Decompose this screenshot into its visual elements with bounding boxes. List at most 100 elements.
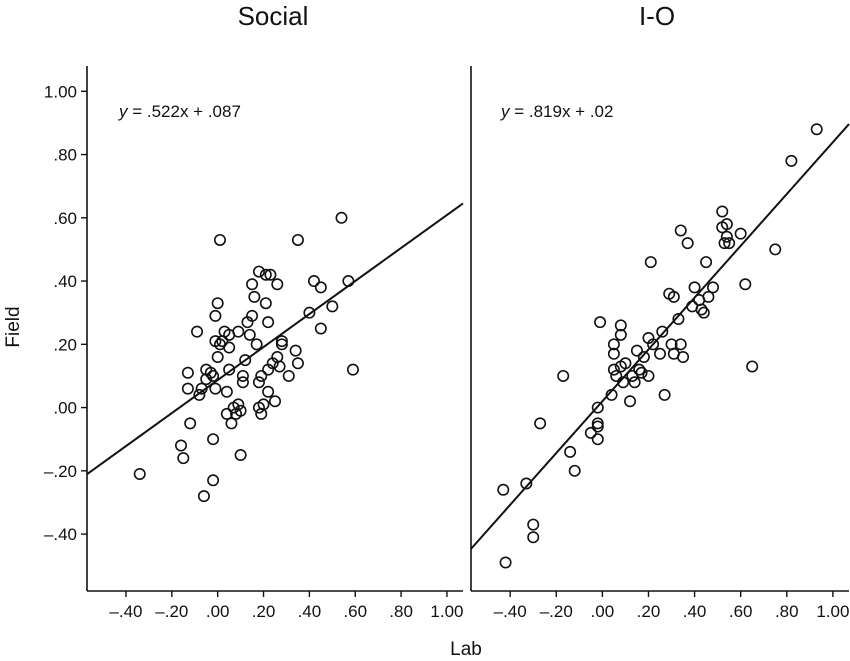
data-point (223, 363, 236, 376)
data-point (695, 303, 708, 316)
panel-social: Social y = .522x + .087 –.40 –.20 .00 .20 .4… (44, 1, 464, 621)
equation-body: = .819x + .02 (510, 102, 614, 121)
x-tick-label: –.20 (540, 602, 573, 621)
data-point (564, 445, 577, 458)
data-point (746, 360, 759, 373)
panel-title-social: Social (238, 1, 309, 31)
data-point (133, 467, 146, 480)
data-point (346, 363, 359, 376)
data-point (209, 382, 222, 395)
data-point (259, 268, 272, 281)
data-point (282, 369, 295, 382)
data-point (644, 256, 657, 269)
data-point (175, 439, 188, 452)
x-tick-label: .80 (389, 602, 413, 621)
equation-body: = .522x + .087 (128, 102, 241, 121)
data-point (246, 309, 259, 322)
data-point (630, 344, 643, 357)
x-tick-label: .60 (343, 602, 367, 621)
data-point (658, 388, 671, 401)
data-point (653, 347, 666, 360)
x-tick-label: .40 (683, 602, 707, 621)
data-point (527, 531, 540, 544)
data-point (220, 407, 233, 420)
regression-line (86, 202, 464, 475)
data-point (246, 278, 259, 291)
data-point (291, 233, 304, 246)
data-point (594, 316, 607, 329)
data-point (633, 363, 646, 376)
data-point (534, 417, 547, 430)
data-point (191, 325, 204, 338)
data-point (232, 398, 245, 411)
data-point (273, 360, 286, 373)
data-point (700, 256, 713, 269)
data-point (568, 464, 581, 477)
x-tick-label: .20 (252, 602, 276, 621)
data-point (307, 275, 320, 288)
data-point (720, 218, 733, 231)
x-axis-label: Lab (450, 639, 482, 660)
x-tick-label: –.40 (494, 602, 527, 621)
data-point (557, 369, 570, 382)
data-point (637, 350, 650, 363)
data-point (723, 237, 736, 250)
data-point (591, 420, 604, 433)
x-tick-label: 1.00 (816, 602, 849, 621)
data-point (252, 265, 265, 278)
data-point (255, 369, 268, 382)
data-point (268, 395, 281, 408)
panel-title-io: I-O (639, 1, 675, 31)
data-point (184, 417, 197, 430)
data-point (527, 518, 540, 531)
data-point (204, 366, 217, 379)
data-point (216, 335, 229, 348)
data-point (667, 290, 680, 303)
data-point (591, 417, 604, 430)
data-point (232, 325, 245, 338)
x-tick-label: .20 (637, 602, 661, 621)
data-point (697, 306, 710, 319)
data-point (289, 344, 302, 357)
data-point (617, 376, 630, 389)
data-point (681, 237, 694, 250)
data-point (497, 483, 510, 496)
y-axis-label: Field (3, 306, 24, 347)
data-point (234, 404, 247, 417)
data-point (785, 154, 798, 167)
data-point (262, 385, 275, 398)
y-tick-label: .60 (53, 209, 77, 228)
x-tick-label: .00 (591, 602, 615, 621)
data-point (688, 281, 701, 294)
data-point (303, 306, 316, 319)
data-point (314, 281, 327, 294)
data-point (642, 369, 655, 382)
data-point (628, 376, 641, 389)
data-point (236, 376, 249, 389)
data-point (207, 474, 220, 487)
x-tick-label: 1.00 (430, 602, 463, 621)
data-point (213, 233, 226, 246)
data-point (672, 313, 685, 326)
data-point (195, 382, 208, 395)
y-tick-label: .00 (53, 399, 77, 418)
data-point (314, 322, 327, 335)
data-point (236, 369, 249, 382)
data-point (647, 338, 660, 351)
data-point (234, 449, 247, 462)
data-point (674, 224, 687, 237)
x-tick-label: –.20 (155, 602, 188, 621)
data-point (810, 123, 823, 136)
data-point (271, 278, 284, 291)
data-point (207, 433, 220, 446)
data-point (584, 426, 597, 439)
data-point (607, 347, 620, 360)
x-tick-label: .60 (729, 602, 753, 621)
data-point (607, 338, 620, 351)
equation-variable: y (500, 102, 511, 121)
data-point (614, 328, 627, 341)
data-point (716, 205, 729, 218)
data-point (635, 366, 648, 379)
regression-equation-social: y = .522x + .087 (118, 102, 241, 121)
